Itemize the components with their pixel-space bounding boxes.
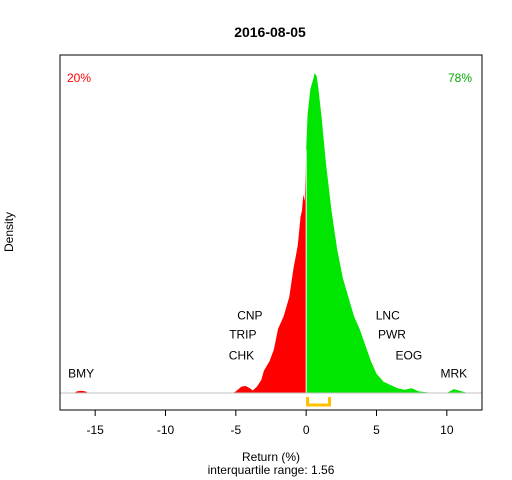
ticker-label-mrk: MRK xyxy=(441,367,468,381)
positive-density-area xyxy=(306,73,475,393)
ticker-label-chk: CHK xyxy=(229,348,254,362)
x-tick-label: -15 xyxy=(86,423,104,437)
negative-share-label: 20% xyxy=(67,71,91,85)
ticker-label-cnp: CNP xyxy=(237,308,262,322)
ticker-label-lnc: LNC xyxy=(376,308,400,322)
x-tick-label: -5 xyxy=(230,423,241,437)
iqr-caption: interquartile range: 1.56 xyxy=(208,463,335,477)
ticker-label-eog: EOG xyxy=(396,348,423,362)
negative-density-area xyxy=(67,149,307,393)
ticker-annotations: BMY CNP TRIP CHK LNC PWR EOG MRK xyxy=(68,308,467,380)
x-tick-label: -10 xyxy=(157,423,175,437)
positive-share-label: 78% xyxy=(448,71,472,85)
ticker-label-pwr: PWR xyxy=(378,328,406,342)
ticker-label-trip: TRIP xyxy=(229,328,256,342)
x-axis-label: Return (%) xyxy=(242,450,300,464)
y-axis-label: Density xyxy=(2,212,16,252)
chart-title: 2016-08-05 xyxy=(234,24,306,40)
x-tick-label: 10 xyxy=(440,423,454,437)
x-tick-label: 5 xyxy=(373,423,380,437)
x-tick-label: 0 xyxy=(303,423,310,437)
ticker-label-bmy: BMY xyxy=(68,367,94,381)
plot-area: BMY CNP TRIP CHK LNC PWR EOG MRK xyxy=(60,73,482,407)
x-axis: -15 -10 -5 0 5 10 xyxy=(86,409,454,437)
iqr-bracket xyxy=(306,397,332,407)
